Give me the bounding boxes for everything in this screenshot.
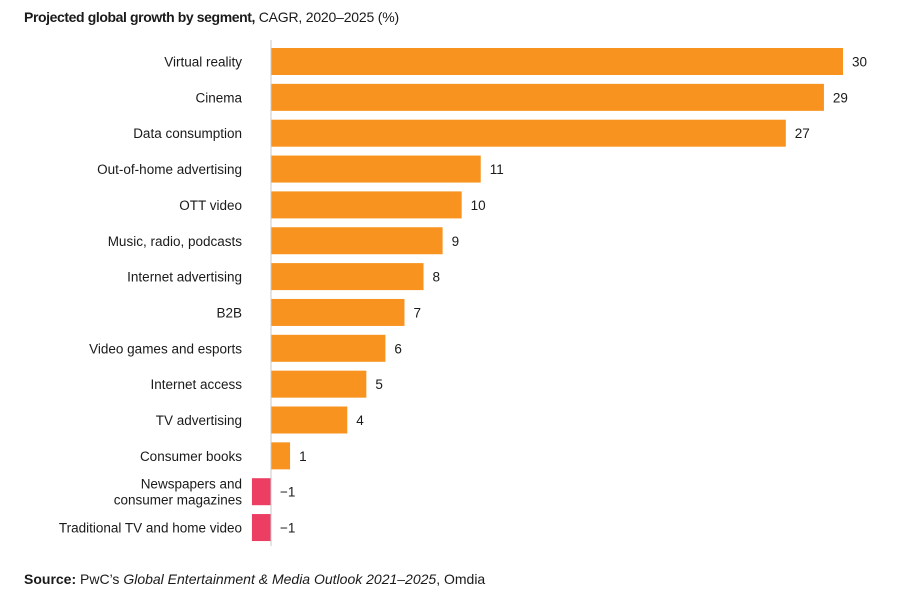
value-label-consumer-books: 1: [299, 449, 307, 464]
chart-title-bold: Projected global growth by segment,: [24, 9, 256, 25]
value-label-internet-access: 5: [375, 377, 383, 392]
bar-tv-advertising: [271, 406, 348, 434]
chart-title: Projected global growth by segment, CAGR…: [24, 9, 399, 25]
source-publication: Global Entertainment & Media Outlook 202…: [123, 571, 437, 587]
value-label-internet-advertising: 8: [433, 270, 441, 285]
category-label-tv-advertising: TV advertising: [156, 413, 242, 428]
category-label-cinema: Cinema: [195, 90, 242, 105]
bar-internet-access: [271, 370, 367, 398]
chart-title-rest: CAGR, 2020–2025 (%): [255, 9, 399, 25]
category-label-newspapers-and-consumer-magazines-line-2: consumer magazines: [114, 493, 243, 508]
bar-ott-video: [271, 191, 462, 219]
value-label-b2b: 7: [413, 305, 421, 320]
category-label-data-consumption: Data consumption: [133, 126, 242, 141]
value-label-cinema: 29: [833, 90, 848, 105]
source-pre: PwC’s: [76, 571, 124, 587]
value-label-data-consumption: 27: [795, 126, 810, 141]
source-note: Source: PwC’s Global Entertainment & Med…: [24, 571, 485, 587]
source-post: , Omdia: [436, 571, 486, 587]
value-label-video-games-and-esports: 6: [394, 341, 402, 356]
value-label-tv-advertising: 4: [356, 413, 364, 428]
bar-virtual-reality: [271, 48, 843, 75]
value-label-traditional-tv-and-home-video: −1: [280, 521, 295, 536]
value-label-out-of-home-advertising: 11: [490, 162, 504, 177]
category-label-internet-advertising: Internet advertising: [127, 270, 242, 285]
bars-group: Virtual reality 30 Cinema 29 Data consumptio…: [59, 48, 867, 542]
bar-out-of-home-advertising: [271, 155, 481, 183]
category-label-internet-access: Internet access: [150, 377, 242, 392]
bar-internet-advertising: [271, 263, 424, 291]
category-label-traditional-tv-and-home-video: Traditional TV and home video: [59, 521, 242, 536]
bar-newspapers-and-consumer-magazines: [251, 478, 271, 506]
source-label: Source:: [24, 571, 77, 587]
bar-music-radio-podcasts: [271, 227, 443, 255]
value-label-newspapers-and-consumer-magazines: −1: [280, 485, 295, 500]
category-label-out-of-home-advertising: Out-of-home advertising: [97, 162, 242, 177]
bar-cinema: [271, 83, 824, 111]
category-label-b2b: B2B: [216, 305, 242, 320]
category-label-virtual-reality: Virtual reality: [164, 55, 242, 70]
value-label-music-radio-podcasts: 9: [452, 234, 460, 249]
value-label-virtual-reality: 30: [852, 55, 867, 70]
value-label-ott-video: 10: [471, 198, 486, 213]
bar-video-games-and-esports: [271, 334, 386, 362]
category-label-video-games-and-esports: Video games and esports: [89, 341, 242, 356]
category-label-ott-video: OTT video: [179, 198, 242, 213]
bar-consumer-books: [271, 442, 291, 470]
bar-traditional-tv-and-home-video: [251, 514, 271, 542]
category-label-newspapers-and-consumer-magazines-line-1: Newspapers and: [141, 477, 242, 492]
category-label-consumer-books: Consumer books: [140, 449, 242, 464]
bar-data-consumption: [271, 119, 786, 147]
category-label-music-radio-podcasts: Music, radio, podcasts: [108, 234, 243, 249]
bar-b2b: [271, 298, 405, 326]
